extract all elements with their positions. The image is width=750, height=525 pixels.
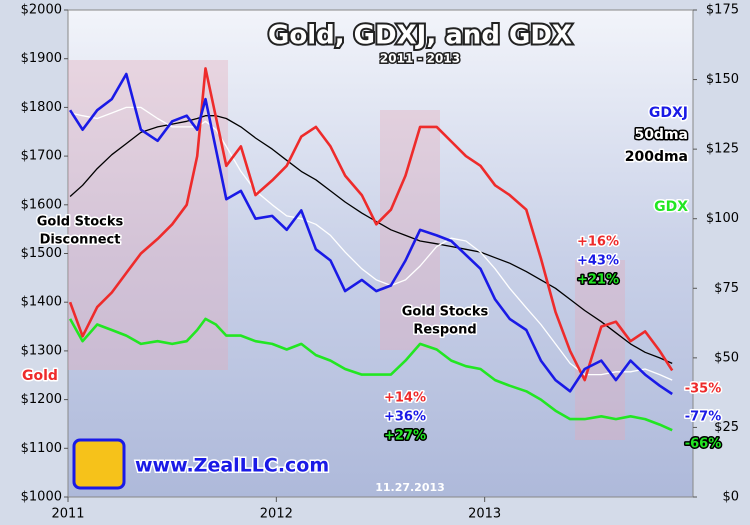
chart-subtitle: 2011 - 2013 [380, 52, 460, 66]
annotation: Gold Stocks [37, 215, 124, 230]
date-stamp: 11.27.2013 [375, 481, 445, 494]
legend-label: 200dma [625, 149, 688, 165]
x-tick-label: 2011 [51, 507, 84, 522]
y2-tick-label: $0 [722, 490, 739, 505]
y-tick-label: $1900 [21, 51, 62, 66]
y2-tick-label: $175 [706, 3, 739, 18]
annotation: +36% [384, 410, 426, 425]
series-line [69, 106, 673, 381]
x-tick-label: 2013 [468, 507, 501, 522]
y-tick-label: $2000 [21, 3, 62, 18]
website: www.ZealLLC.com [135, 455, 329, 477]
y-tick-label: $1700 [21, 149, 62, 164]
annotation: -35% [685, 382, 722, 397]
y-tick-label: $1400 [21, 295, 62, 310]
logo [72, 438, 126, 490]
legend-label: Gold [22, 368, 58, 384]
annotation: +27% [384, 429, 426, 444]
annotation: -77% [685, 410, 722, 425]
plot-area [67, 9, 694, 498]
annotation: +14% [384, 391, 426, 406]
y-tick-label: $1800 [21, 100, 62, 115]
y-tick-label: $1500 [21, 246, 62, 261]
x-tick-label: 2012 [260, 507, 293, 522]
series-line [69, 115, 673, 364]
legend-label: GDX [654, 199, 688, 215]
y-tick-label: $1100 [21, 441, 62, 456]
legend-label: GDXJ [649, 105, 688, 121]
highlight [575, 260, 625, 440]
y-tick-label: $1600 [21, 197, 62, 212]
annotation: +43% [577, 254, 619, 269]
y-tick-label: $1000 [21, 490, 62, 505]
y-tick-label: $1200 [21, 392, 62, 407]
annotation: -66% [685, 437, 722, 452]
series-line [68, 317, 673, 432]
annotation: Disconnect [40, 233, 121, 248]
annotation: +21% [577, 273, 619, 288]
y2-tick-label: $125 [706, 142, 739, 157]
chart-title: Gold, GDXJ, and GDX [268, 21, 572, 51]
legend-label: 50dma [634, 127, 688, 143]
annotation: +16% [577, 235, 619, 250]
y2-tick-label: $75 [714, 281, 739, 296]
lines [68, 67, 674, 432]
annotation: Gold Stocks [402, 305, 489, 320]
legend: 200dma 50dma GDX Gold GDXJ [21, 104, 690, 386]
y2-tick-label: $25 [714, 420, 739, 435]
y-tick-label: $1300 [21, 343, 62, 358]
y2-tick-label: $150 [706, 72, 739, 87]
series-line [68, 67, 674, 382]
annotation: Respond [413, 323, 476, 338]
y2-tick-label: $50 [714, 350, 739, 365]
series-line [69, 72, 673, 396]
y2-tick-label: $100 [706, 211, 739, 226]
grid: $1000 $1100 $1200 $1300 $1400 $1500 $1600 $1700… [21, 3, 739, 522]
